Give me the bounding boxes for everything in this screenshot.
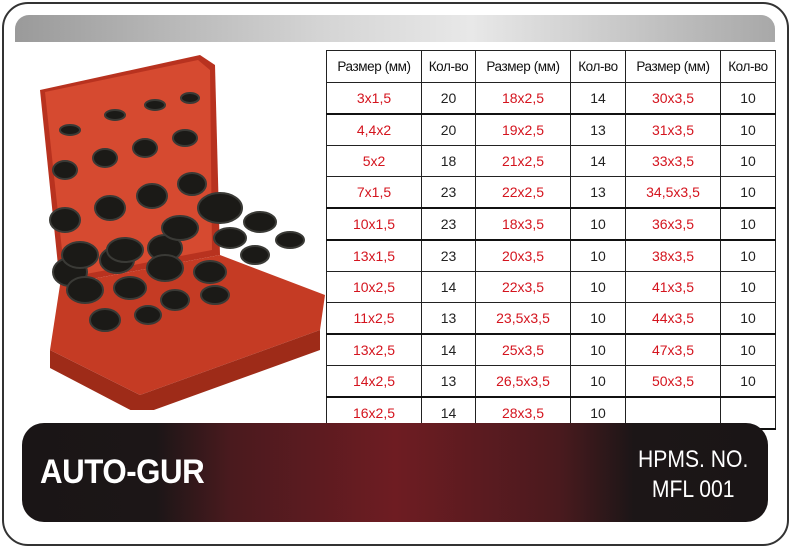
qty-cell: 10: [720, 113, 776, 146]
size-cell: 23,5x3,5: [475, 302, 571, 335]
qty-cell: 14: [570, 82, 626, 115]
qty-cell: 10: [570, 365, 626, 398]
brand-name: AUTO-GUR: [40, 453, 205, 491]
qty-cell: 13: [570, 176, 626, 209]
top-bar: [15, 15, 775, 42]
qty-cell: 13: [570, 113, 626, 146]
qty-cell: 14: [570, 145, 626, 177]
o-ring-kit-photo: [40, 55, 325, 410]
qty-cell: 23: [421, 239, 476, 272]
table-row: 10x2,5 14 22x3,5 10 41x3,5 10: [326, 271, 776, 303]
qty-cell: 23: [421, 207, 476, 241]
footer-banner: AUTO-GUR HPMS. NO. MFL 001: [22, 423, 768, 522]
size-cell: 18x2,5: [475, 82, 571, 115]
size-cell: 19x2,5: [475, 113, 571, 146]
table-row: 5x2 18 21x2,5 14 33x3,5 10: [326, 145, 776, 177]
size-cell: 38x3,5: [625, 239, 721, 272]
header-size: Размер (мм): [326, 50, 422, 83]
size-cell: 7x1,5: [326, 176, 422, 209]
table-row: 3x1,5 20 18x2,5 14 30x3,5 10: [326, 82, 776, 115]
size-cell: 30x3,5: [625, 82, 721, 115]
header-qty: Кол-во: [720, 50, 776, 83]
qty-cell: 10: [720, 176, 776, 209]
size-cell: 25x3,5: [475, 333, 571, 366]
o-ring-size-table: Размер (мм) Кол-во Размер (мм) Кол-во Ра…: [326, 50, 776, 430]
qty-cell: 10: [720, 145, 776, 177]
header-size: Размер (мм): [475, 50, 571, 83]
qty-cell: 10: [720, 271, 776, 303]
qty-cell: 14: [421, 333, 476, 366]
size-cell: 10x1,5: [326, 207, 422, 241]
qty-cell: 18: [421, 145, 476, 177]
size-cell: 13x2,5: [326, 333, 422, 366]
size-cell: 33x3,5: [625, 145, 721, 177]
size-cell: 4,4x2: [326, 113, 422, 146]
part-number: MFL 001: [651, 476, 735, 503]
qty-cell: 14: [421, 271, 476, 303]
qty-cell: 20: [421, 113, 476, 146]
header-qty: Кол-во: [570, 50, 626, 83]
size-cell: 41x3,5: [625, 271, 721, 303]
qty-cell: 10: [720, 207, 776, 241]
qty-cell: 23: [421, 176, 476, 209]
qty-cell: 10: [570, 239, 626, 272]
table-row: 13x2,5 14 25x3,5 10 47x3,5 10: [326, 333, 776, 366]
qty-cell: 13: [421, 302, 476, 335]
size-cell: 22x2,5: [475, 176, 571, 209]
qty-cell: 10: [720, 333, 776, 366]
size-cell: 34,5x3,5: [625, 176, 721, 209]
size-cell: 14x2,5: [326, 365, 422, 398]
size-cell: 10x2,5: [326, 271, 422, 303]
size-cell: 13x1,5: [326, 239, 422, 272]
table-row: 14x2,5 13 26,5x3,5 10 50x3,5 10: [326, 365, 776, 398]
header-size: Размер (мм): [625, 50, 721, 83]
size-cell: 50x3,5: [625, 365, 721, 398]
size-cell: 3x1,5: [326, 82, 422, 115]
table-row: 11x2,5 13 23,5x3,5 10 44x3,5 10: [326, 302, 776, 335]
size-cell: 20x3,5: [475, 239, 571, 272]
qty-cell: 20: [421, 82, 476, 115]
table-row: 7x1,5 23 22x2,5 13 34,5x3,5 10: [326, 176, 776, 209]
table-row: 4,4x2 20 19x2,5 13 31x3,5 10: [326, 113, 776, 146]
qty-cell: 10: [570, 302, 626, 335]
size-cell: 36x3,5: [625, 207, 721, 241]
table-row: 10x1,5 23 18x3,5 10 36x3,5 10: [326, 207, 776, 241]
qty-cell: 13: [421, 365, 476, 398]
part-label: HPMS. NO.: [637, 446, 748, 473]
qty-cell: 10: [720, 239, 776, 272]
size-cell: 47x3,5: [625, 333, 721, 366]
size-cell: 18x3,5: [475, 207, 571, 241]
qty-cell: 10: [570, 271, 626, 303]
size-cell: 22x3,5: [475, 271, 571, 303]
header-qty: Кол-во: [421, 50, 476, 83]
size-cell: 26,5x3,5: [475, 365, 571, 398]
table-header-row: Размер (мм) Кол-во Размер (мм) Кол-во Ра…: [326, 50, 776, 83]
qty-cell: 10: [720, 302, 776, 335]
part-number-block: HPMS. NO. MFL 001: [638, 445, 748, 505]
size-cell: 21x2,5: [475, 145, 571, 177]
qty-cell: 10: [570, 333, 626, 366]
qty-cell: 10: [720, 82, 776, 115]
size-cell: 11x2,5: [326, 302, 422, 335]
size-cell: 5x2: [326, 145, 422, 177]
size-cell: 31x3,5: [625, 113, 721, 146]
table-row: 13x1,5 23 20x3,5 10 38x3,5 10: [326, 239, 776, 272]
qty-cell: 10: [720, 365, 776, 398]
size-cell: 44x3,5: [625, 302, 721, 335]
qty-cell: 10: [570, 207, 626, 241]
